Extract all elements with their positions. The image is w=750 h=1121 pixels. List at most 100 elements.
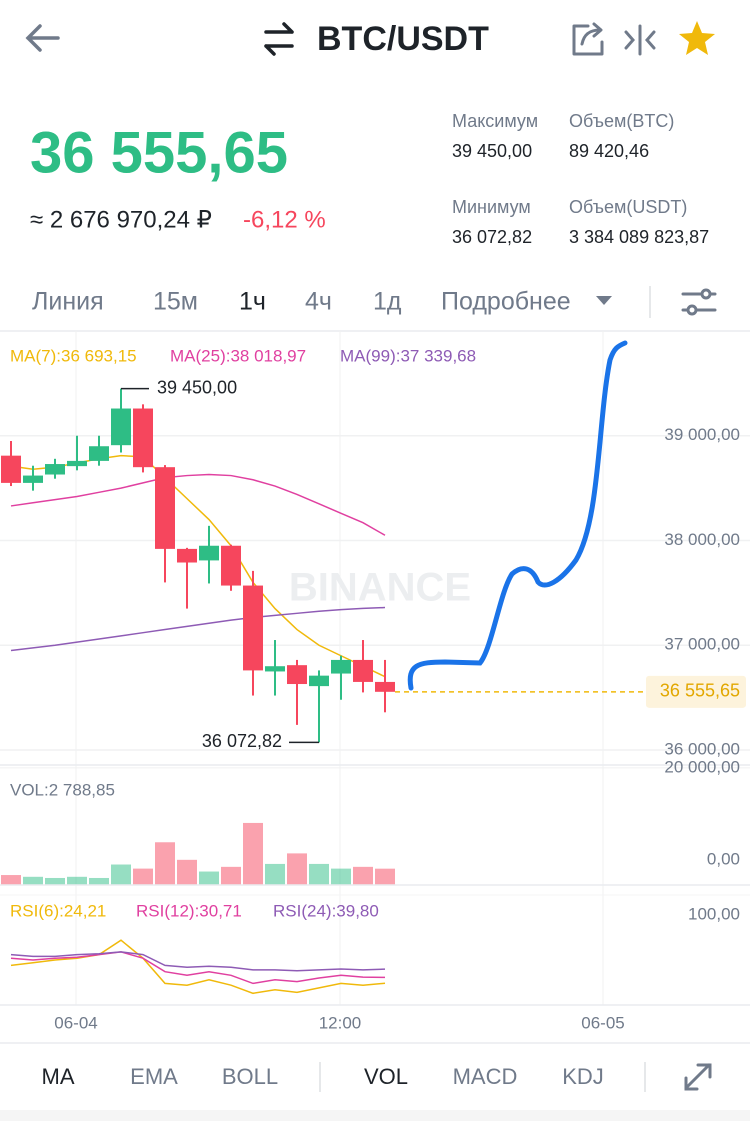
y-tick-label: 38 000,00 — [664, 530, 740, 549]
stat-value: 89 420,46 — [569, 141, 649, 161]
watermark: BINANCE — [289, 566, 471, 610]
stat-value: 39 450,00 — [452, 141, 532, 161]
candle-body — [67, 460, 87, 467]
candle-body — [111, 408, 131, 446]
volume-bar — [177, 859, 197, 885]
volume-bar — [133, 868, 153, 885]
rsi-line — [10, 939, 386, 995]
y-tick-label: 37 000,00 — [664, 635, 740, 654]
volume-bar — [309, 863, 329, 885]
volume-bar — [23, 876, 43, 885]
ma-line — [10, 473, 386, 536]
high-label: 39 450,00 — [157, 377, 237, 397]
last-price-tag — [646, 675, 746, 708]
volume-bar — [287, 853, 307, 885]
stat-value: 36 072,82 — [452, 227, 532, 247]
stat-label: Объем(USDT) — [569, 197, 687, 217]
share-icon[interactable] — [572, 22, 604, 56]
volume-bar — [353, 866, 373, 885]
y-tick-label: 20 000,00 — [664, 757, 740, 776]
indicator-tab[interactable]: BOLL — [222, 1064, 278, 1089]
indicator-tab-active[interactable]: VOL — [364, 1064, 408, 1089]
candle-body — [243, 585, 263, 671]
pair-title: BTC/USDT — [317, 20, 489, 58]
y-tick-label: 0,00 — [707, 849, 740, 868]
interval-tab[interactable]: 4ч — [305, 288, 332, 316]
indicator-tab[interactable]: KDJ — [562, 1064, 604, 1089]
stat-label: Максимум — [452, 111, 538, 131]
volume-bar — [265, 863, 285, 885]
rsi-line — [10, 951, 386, 972]
candle-body — [89, 446, 109, 461]
candle-body — [353, 659, 373, 682]
low-label: 36 072,82 — [202, 731, 282, 751]
volume-bar — [155, 842, 175, 885]
volume-bar — [375, 868, 395, 885]
legend-entry: RSI(6):24,21 — [10, 901, 106, 920]
volume-bar — [221, 866, 241, 885]
candle-body — [287, 665, 307, 685]
stat-label: Минимум — [452, 197, 531, 217]
y-tick-label: 36 000,00 — [664, 740, 740, 759]
fiat-price: ≈ 2 676 970,24 ₽ — [30, 206, 212, 233]
legend-entry: MA(99):37 339,68 — [340, 346, 476, 365]
volume-bar — [1, 875, 21, 885]
legend-entry: RSI(12):30,71 — [136, 901, 242, 920]
stat-label: Объем(BTC) — [569, 111, 674, 131]
candle-body — [1, 455, 21, 483]
legend-entry: RSI(24):39,80 — [273, 901, 379, 920]
candle-body — [221, 545, 241, 586]
chart-area: 06-04 12:00 06-05 39 000,00 38 000,00 37 000,… — [0, 331, 750, 1032]
ma-line — [10, 606, 386, 652]
candle-body — [199, 545, 219, 561]
candle-body — [177, 548, 197, 563]
candle-body — [133, 408, 153, 468]
last-price: 36 555,65 — [30, 120, 288, 185]
interval-tab-active[interactable]: 1ч — [239, 288, 266, 316]
doodle — [407, 340, 628, 691]
favorite-star[interactable] — [679, 21, 715, 55]
indicator-tab[interactable]: EMA — [130, 1064, 178, 1089]
y-tick-label: 100,00 — [688, 904, 740, 923]
candle-body — [375, 681, 395, 692]
y-tick-label: 39 000,00 — [664, 425, 740, 444]
volume-bar — [67, 876, 87, 885]
x-tick-label: 06-04 — [54, 1013, 97, 1032]
volume-bar — [199, 871, 219, 885]
candle-body — [331, 659, 351, 674]
legend-entry: MA(7):36 693,15 — [10, 346, 137, 365]
rsi-line — [10, 951, 386, 985]
volume-bar — [89, 877, 109, 885]
stat-value: 3 384 089 823,87 — [569, 227, 709, 247]
candle-body — [23, 475, 43, 483]
dropdown-caret — [596, 296, 612, 305]
x-tick-label: 06-05 — [581, 1013, 624, 1032]
bottom-bar — [0, 1110, 750, 1121]
volume-bar — [331, 868, 351, 885]
candle-body — [155, 467, 175, 549]
indicator-tab-active[interactable]: MA — [42, 1064, 75, 1089]
candle-body — [45, 464, 65, 475]
price-change: -6,12 % — [243, 206, 326, 233]
compare-icon[interactable] — [624, 24, 656, 56]
volume-bar — [243, 822, 263, 885]
interval-tab[interactable]: 15м — [153, 288, 198, 316]
indicator-tab[interactable]: MACD — [453, 1064, 518, 1089]
legend-entry: MA(25):38 018,97 — [170, 346, 306, 365]
candle-body — [265, 666, 285, 672]
interval-tab[interactable]: 1д — [373, 288, 402, 316]
volume-title: VOL:2 788,85 — [10, 780, 115, 799]
interval-tab[interactable]: Подробнее — [441, 288, 571, 316]
swap-icon[interactable] — [264, 22, 294, 56]
last-price-label: 36 555,65 — [660, 681, 740, 701]
fullscreen-icon[interactable] — [684, 1063, 712, 1091]
volume-bar — [45, 877, 65, 885]
volume-bar — [111, 864, 131, 885]
interval-tab[interactable]: Линия — [32, 288, 104, 316]
back-button[interactable] — [25, 24, 60, 52]
x-tick-label: 12:00 — [319, 1013, 362, 1032]
settings-icon[interactable] — [681, 288, 717, 316]
